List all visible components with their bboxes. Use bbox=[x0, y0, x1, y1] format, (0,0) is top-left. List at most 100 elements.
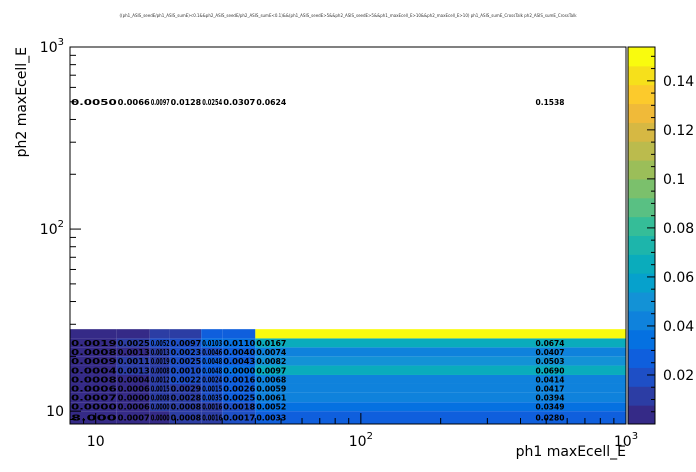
chart-title: ((ph1_ASIS_seedE/ph1_ASIS_sumE)<0.1&&ph2… bbox=[119, 13, 577, 18]
cell-label: 0.0414 bbox=[536, 375, 565, 384]
cell-label: 0.0082 bbox=[256, 357, 286, 366]
cell-label: 0.0025 bbox=[171, 357, 202, 366]
heatmap-cell bbox=[116, 402, 150, 412]
cell-label: 0.0000 bbox=[118, 394, 150, 403]
heatmap-cell bbox=[70, 392, 117, 403]
heatmap-cell bbox=[169, 356, 202, 366]
cell-label: 0.0052 bbox=[256, 403, 286, 412]
heatmap-cell bbox=[70, 383, 117, 393]
cell-label: 0.0097 bbox=[171, 339, 202, 348]
colorbar-step bbox=[628, 254, 655, 274]
heatmap-cell bbox=[222, 383, 256, 393]
heatmap-cell bbox=[201, 402, 223, 412]
heatmap-cell bbox=[116, 356, 150, 366]
heatmap-cell bbox=[149, 329, 170, 339]
y-tick-label: 102 bbox=[40, 219, 64, 238]
cell-label: 0.0004 bbox=[118, 375, 150, 384]
heatmap-cell bbox=[149, 356, 170, 366]
cell-label: 0.0097 bbox=[151, 98, 170, 107]
heatmap-cell bbox=[116, 374, 150, 384]
cell-label: 0.0004 bbox=[71, 366, 117, 375]
cell-label: 0.0008 bbox=[171, 403, 202, 412]
heatmap-cell bbox=[255, 392, 627, 403]
cell-label: 0.0066 bbox=[118, 98, 150, 107]
heatmap-cell bbox=[222, 411, 256, 424]
heatmap-cell bbox=[255, 329, 627, 339]
colorbar-tick-label: 0.08 bbox=[663, 221, 694, 237]
cell-label: 0.0349 bbox=[536, 403, 565, 412]
heatmap-cell bbox=[255, 383, 627, 393]
heatmap-cell bbox=[70, 402, 117, 412]
cell-label: 0.0046 bbox=[202, 348, 222, 357]
cell-label: 0.0028 bbox=[171, 394, 202, 403]
cell-label: 0.0010 bbox=[171, 366, 202, 375]
cell-label: 0.0050 bbox=[71, 98, 117, 107]
cell-label: 0.0052 bbox=[151, 339, 170, 348]
colorbar-step bbox=[628, 141, 655, 161]
cell-label: 0.0000 bbox=[151, 403, 170, 412]
y-tick-label: 103 bbox=[40, 37, 64, 56]
cell-labels: 8.000 0.0007 0.0000 0.0008 0.0016 0.0017 0.003… bbox=[71, 98, 564, 423]
cell-label: 0.0000 bbox=[151, 414, 170, 423]
cell-label: 0.0035 bbox=[202, 394, 222, 403]
y-axis-label: ph2 maxEcell_E bbox=[14, 47, 30, 157]
heatmap-cell bbox=[255, 365, 627, 375]
cell-label: 0.0015 bbox=[202, 384, 222, 393]
cell-label: 0.0013 bbox=[118, 348, 150, 357]
heatmap-cell bbox=[222, 347, 256, 357]
x-tick-label: 10 bbox=[87, 434, 105, 450]
cell-label: 0.0007 bbox=[118, 414, 150, 423]
heatmap-cell bbox=[169, 411, 202, 424]
cell-label: 0.0016 bbox=[202, 414, 222, 423]
cell-label: 0.0012 bbox=[151, 375, 170, 384]
colorbar-step bbox=[628, 103, 655, 123]
colorbar-step bbox=[628, 329, 655, 350]
cell-label: 0.0006 bbox=[71, 384, 117, 393]
heatmap-cell bbox=[169, 338, 202, 348]
heatmap-cell bbox=[255, 402, 627, 412]
heatmap-cell bbox=[201, 338, 223, 348]
cell-label: 0.0008 bbox=[151, 394, 170, 403]
cell-label: 0.0674 bbox=[536, 339, 565, 348]
heatmap-cell bbox=[116, 411, 150, 424]
colorbar-step bbox=[628, 84, 655, 105]
heatmap-cell bbox=[116, 392, 150, 403]
heatmap-cell bbox=[70, 411, 117, 424]
cell-label: 0.0061 bbox=[256, 394, 286, 403]
colorbar-tick-label: 0.06 bbox=[663, 270, 694, 286]
colorbar: 0.02 0.04 0.06 0.08 0.1 0.12 0.14 bbox=[627, 46, 694, 425]
heatmap-cell bbox=[149, 411, 170, 424]
heatmap-cell bbox=[201, 347, 223, 357]
heatmap-cell bbox=[149, 402, 170, 412]
heatmap-cell bbox=[70, 329, 117, 339]
cell-label: 0.0040 bbox=[223, 348, 255, 357]
cell-label: 0.0016 bbox=[202, 403, 222, 412]
colorbar-tick-label: 0.04 bbox=[663, 319, 694, 335]
cell-label: 0.0110 bbox=[223, 339, 255, 348]
colorbar-tick-label: 0.12 bbox=[663, 123, 694, 139]
heatmap-cell bbox=[116, 329, 150, 339]
cell-label: 0.0023 bbox=[171, 348, 202, 357]
cell-label: 0.0025 bbox=[223, 394, 255, 403]
cell-label: 0.0019 bbox=[151, 357, 170, 366]
cell-label: 0.0407 bbox=[536, 348, 565, 357]
x-tick-label: 103 bbox=[614, 431, 638, 450]
heatmap-cell bbox=[149, 392, 170, 403]
heatmap-cell bbox=[201, 392, 223, 403]
heatmap-cell bbox=[255, 374, 627, 384]
heatmap-cell bbox=[70, 374, 117, 384]
heatmap-cell bbox=[169, 374, 202, 384]
colorbar-tick-label: 0.14 bbox=[663, 74, 694, 90]
cell-label: 0.0016 bbox=[223, 375, 255, 384]
cell-label: 0.0503 bbox=[536, 357, 565, 366]
cell-label: 0.0007 bbox=[71, 394, 117, 403]
colorbar-step bbox=[628, 310, 655, 331]
heatmap-cell bbox=[201, 383, 223, 393]
cell-label: 0.0013 bbox=[118, 366, 150, 375]
heatmap-cell bbox=[169, 392, 202, 403]
cell-label: 0.0048 bbox=[202, 357, 222, 366]
colorbar-step bbox=[628, 273, 655, 293]
plot-frame bbox=[69, 46, 627, 425]
cell-label: 0.0006 bbox=[118, 403, 150, 412]
heatmap-cell bbox=[201, 411, 223, 424]
